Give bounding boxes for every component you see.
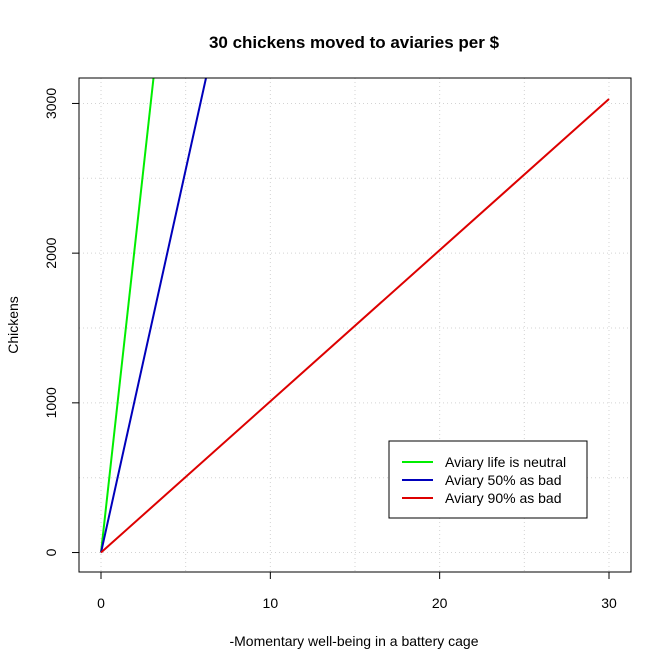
legend-label: Aviary 90% as bad (445, 490, 561, 506)
grid (79, 78, 631, 572)
series-lines (100, 78, 610, 554)
x-axis: 0 10 20 30 (97, 572, 617, 611)
x-tick-label: 20 (432, 595, 448, 611)
series-line (100, 98, 610, 554)
y-tick-label: 2000 (43, 237, 59, 268)
y-tick-label: 0 (43, 548, 59, 556)
x-tick-label: 0 (97, 595, 105, 611)
y-tick-label: 3000 (43, 88, 59, 119)
legend-label: Aviary 50% as bad (445, 472, 561, 488)
y-axis: 0 1000 2000 3000 (43, 88, 79, 556)
series-line (100, 78, 155, 553)
y-tick-label: 1000 (43, 387, 59, 418)
legend: Aviary life is neutral Aviary 50% as bad A… (388, 440, 588, 519)
y-axis-label: Chickens (5, 296, 21, 354)
plot-frame (78, 77, 632, 573)
x-tick-label: 30 (601, 595, 617, 611)
legend-label: Aviary life is neutral (445, 454, 566, 470)
series-line (100, 78, 207, 553)
x-tick-label: 10 (263, 595, 279, 611)
x-axis-label: -Momentary well-being in a battery cage (229, 633, 478, 649)
chart-title: 30 chickens moved to aviaries per $ (209, 33, 500, 52)
